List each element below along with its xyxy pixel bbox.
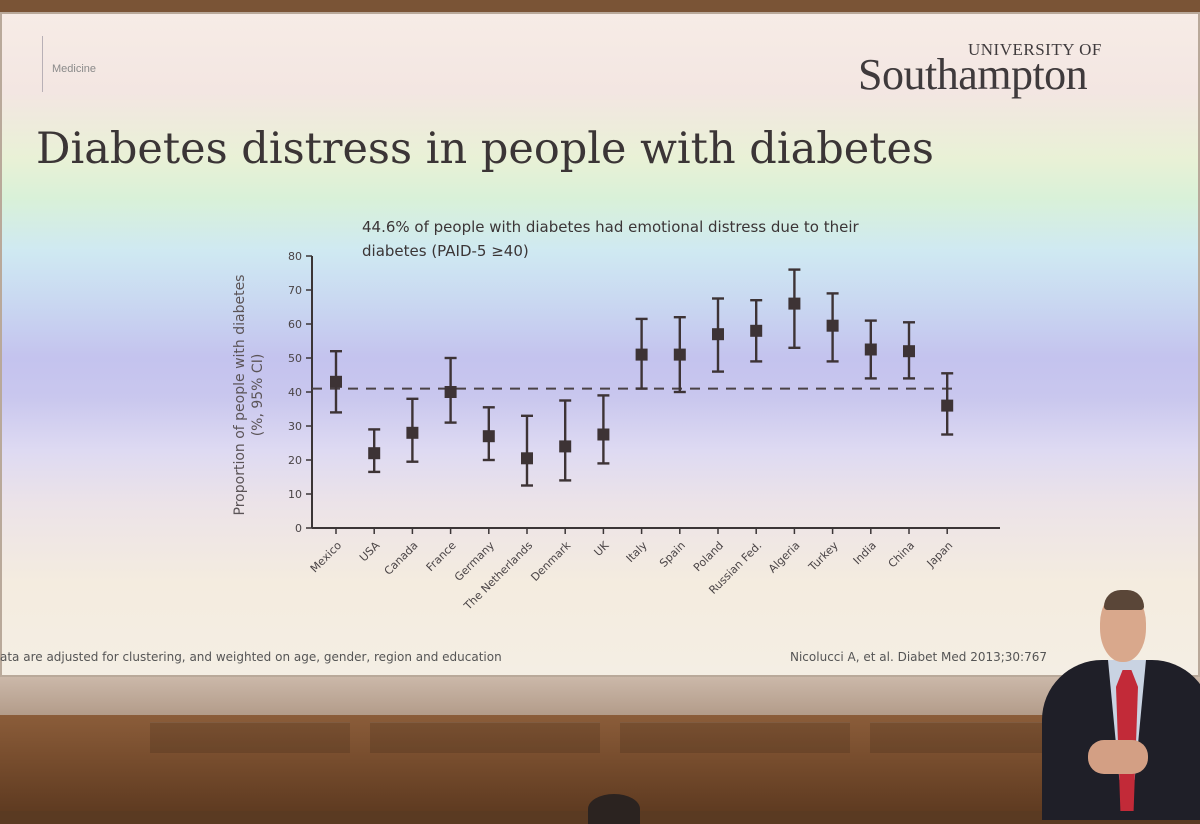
y-tick-label: 40 [288, 386, 302, 399]
x-tick-label: The Netherlands [461, 539, 535, 613]
chart-subtitle-line-2: diabetes (PAID-5 ≥40) [362, 242, 529, 260]
data-point-marker [559, 440, 572, 453]
chart-subtitle-line-1: 44.6% of people with diabetes had emotio… [362, 218, 859, 236]
presenter-hands [1088, 740, 1148, 774]
x-tick-label: Denmark [528, 538, 573, 583]
data-point-marker [864, 343, 877, 356]
y-tick-label: 70 [288, 284, 302, 297]
data-point-marker [482, 430, 495, 443]
chart-subtitle: 44.6% of people with diabetes had emotio… [362, 215, 859, 263]
wall-panel [870, 722, 1050, 753]
x-tick-label: Turkey [805, 539, 841, 575]
x-tick-label: Poland [691, 539, 726, 574]
data-point-marker [444, 386, 457, 398]
x-tick-label: Canada [382, 539, 421, 578]
y-tick-label: 50 [288, 352, 302, 365]
data-point-marker [330, 375, 342, 388]
data-point-marker [521, 452, 533, 465]
y-tick-label: 20 [288, 454, 302, 467]
university-logo-wordmark: Southampton [858, 50, 1088, 99]
x-tick-label: Mexico [308, 539, 345, 576]
data-point-marker [788, 297, 801, 310]
y-tick-label: 60 [288, 318, 302, 331]
data-point-marker [712, 328, 724, 341]
data-point-marker [635, 348, 648, 361]
x-tick-label: Algeria [766, 539, 803, 576]
university-logo-top: UNIVERSITY OF [968, 40, 1102, 59]
data-point-marker [597, 428, 610, 441]
footnote: ata are adjusted for clustering, and wei… [0, 650, 502, 664]
data-point-marker [406, 426, 419, 439]
presenter-hair [1104, 590, 1144, 610]
data-point-marker [941, 399, 954, 412]
slide-title: Diabetes distress in people with diabete… [36, 124, 934, 174]
data-point-marker [673, 348, 686, 361]
x-tick-label: China [886, 539, 917, 570]
data-point-marker [826, 319, 839, 332]
x-tick-label: Italy [624, 539, 650, 565]
presentation-slide: Medicine UNIVERSITY OF Southampton Diabe… [0, 12, 1200, 677]
wall-panel [150, 722, 350, 753]
y-tick-label: 30 [288, 420, 302, 433]
wall-panel [620, 722, 850, 753]
y-axis-label-line-1: Proportion of people with diabetes [232, 275, 248, 516]
data-point-marker [750, 324, 763, 337]
audience-head [588, 794, 640, 824]
citation: Nicolucci A, et al. Diabet Med 2013;30:7… [790, 650, 1048, 664]
x-tick-label: Spain [657, 539, 688, 570]
section-divider [42, 36, 43, 92]
y-tick-label: 0 [295, 522, 302, 535]
x-tick-label: UK [592, 538, 613, 559]
wall-paneling [0, 715, 1200, 811]
x-tick-label: Japan [924, 539, 956, 571]
wall-panel [370, 722, 600, 753]
screen-frame [0, 677, 1200, 715]
y-tick-label: 10 [288, 488, 302, 501]
y-axis-label-line-2: (%, 95% CI) [250, 354, 266, 437]
x-tick-label: USA [357, 539, 383, 565]
x-tick-label: India [851, 539, 879, 567]
x-tick-label: France [424, 539, 459, 574]
data-point-marker [368, 447, 381, 460]
y-tick-label: 80 [288, 250, 302, 263]
section-label: Medicine [52, 63, 97, 75]
data-point-marker [903, 345, 915, 358]
